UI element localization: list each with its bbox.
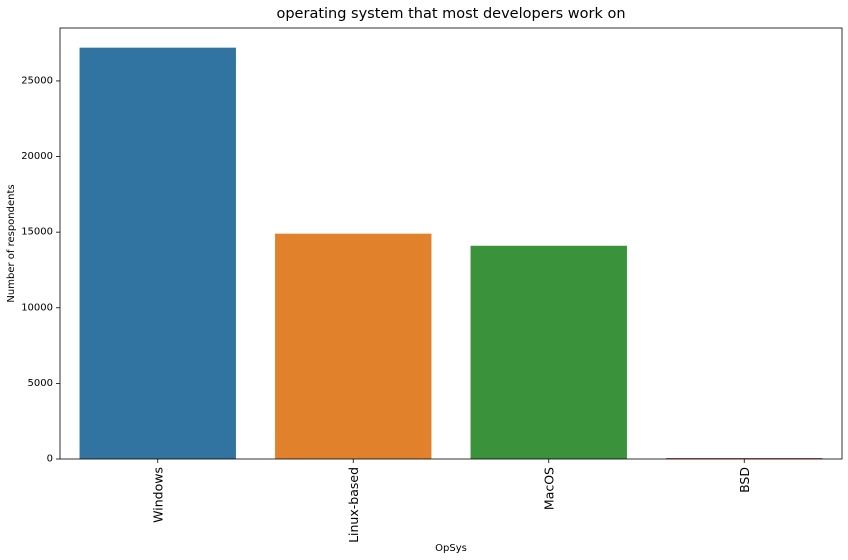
x-tick-label: MacOS (541, 467, 556, 510)
x-axis-label: OpSys (435, 543, 467, 554)
x-tick-label: Linux-based (346, 467, 361, 543)
y-tick-label: 15000 (21, 227, 53, 238)
x-axis: Windows Linux-based MacOS BSD (150, 459, 752, 543)
chart-title: operating system that most developers wo… (276, 6, 625, 22)
y-tick-label: 25000 (21, 75, 53, 86)
x-tick-label: BSD (737, 467, 752, 493)
bars-group (79, 47, 823, 460)
y-tick-label: 20000 (21, 151, 53, 162)
bar-windows (79, 47, 236, 460)
x-tick-label: Windows (150, 467, 165, 523)
bar-linux-based (275, 233, 432, 459)
plot-frame (59, 27, 843, 460)
y-tick-label: 5000 (28, 378, 53, 389)
y-tick-label: 10000 (21, 302, 53, 313)
bar-macos (470, 245, 627, 459)
bar-bsd (666, 458, 823, 460)
y-axis-label: Number of respondents (6, 184, 17, 302)
y-axis: 0 5000 10000 15000 20000 25000 (21, 75, 60, 465)
y-tick-label: 0 (47, 454, 53, 465)
